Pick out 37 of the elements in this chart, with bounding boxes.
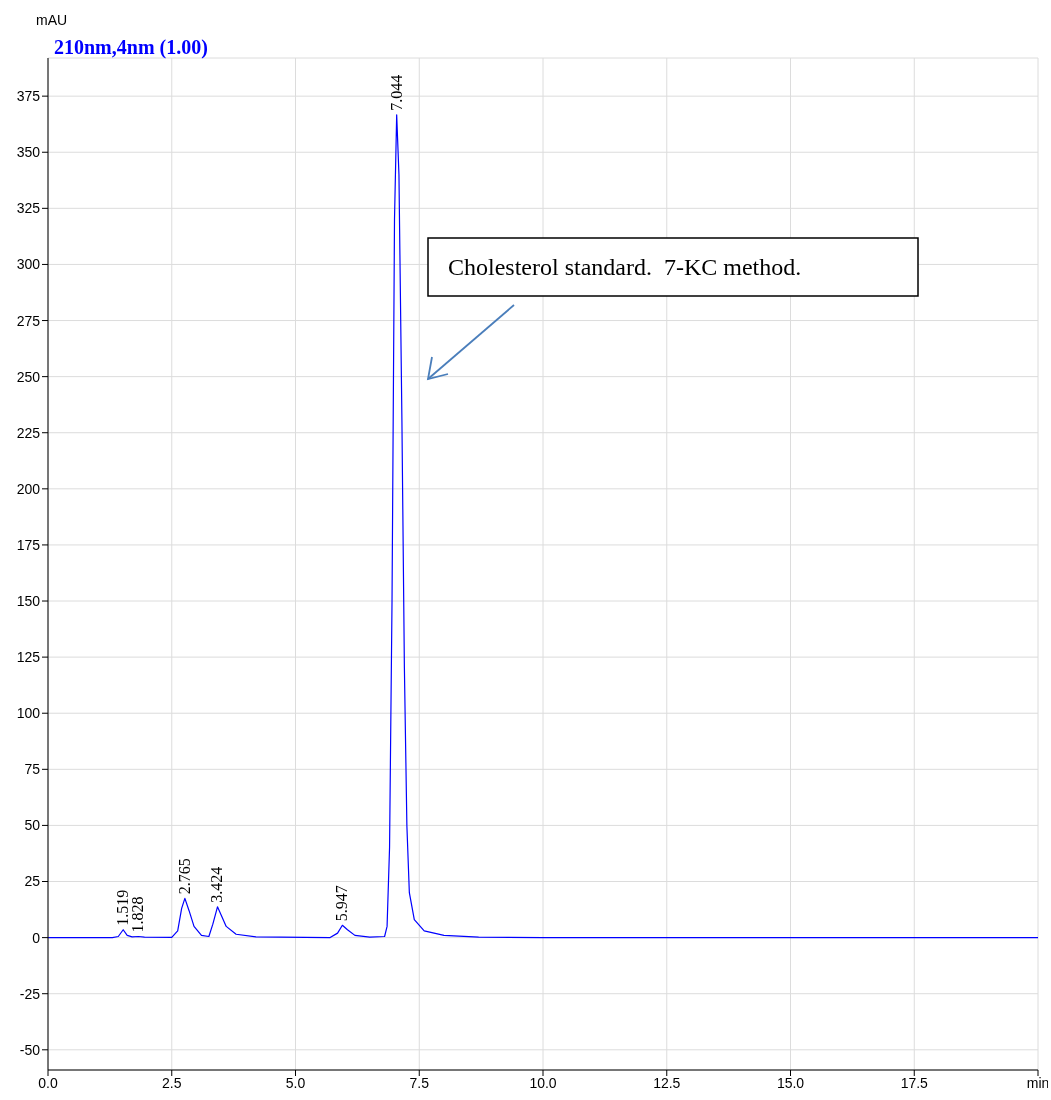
y-tick-label: 150 [16, 592, 41, 609]
annotation: 7.044 [387, 74, 405, 111]
y-tick-label: 75 [24, 761, 41, 778]
y-tick-label: -50 [19, 1041, 41, 1058]
x-tick-label: 15.0 [776, 1074, 805, 1091]
y-tick-label: 300 [16, 256, 41, 273]
x-tick-label: 7.5 [409, 1074, 430, 1091]
y-tick-label: 125 [16, 649, 41, 666]
y-tick-label: 375 [16, 88, 41, 105]
y-tick-label: 275 [16, 312, 41, 329]
x-tick-label: min [1026, 1074, 1050, 1091]
text: 210nm,4nm (1.00) [54, 36, 208, 58]
x-tick-label: 2.5 [162, 1074, 182, 1091]
x-tick-label: 0.0 [38, 1074, 58, 1091]
y-tick-label: 175 [16, 536, 41, 553]
y-tick-label: 325 [16, 200, 41, 217]
y-tick-label: 50 [24, 817, 41, 834]
y-tick-label: 250 [16, 368, 41, 385]
y-tick-label: 225 [16, 424, 41, 441]
y-tick-label: 200 [16, 480, 41, 497]
annotation: Cholesterol standard. 7-KC method. [448, 254, 802, 280]
line-series [48, 114, 1038, 939]
annotation: 3.424 [208, 866, 226, 903]
annotation: 1.519 [114, 889, 132, 926]
annotation: 5.947 [333, 885, 351, 922]
y-tick-label: 25 [24, 873, 41, 890]
y-tick-label: 100 [16, 705, 41, 722]
y-tick-label: 350 [16, 144, 41, 161]
x-tick-label: 17.5 [900, 1074, 929, 1091]
x-tick-label: 10.0 [529, 1074, 557, 1091]
annotation: 2.765 [175, 858, 193, 895]
x-tick-label: 5.0 [285, 1074, 306, 1091]
y-tick-label: 0 [32, 929, 41, 946]
y-axis-title: mAU [36, 12, 68, 28]
y-tick-label: -25 [19, 985, 41, 1002]
annotation: 1.828 [129, 896, 147, 933]
x-tick-label: 12.5 [653, 1074, 681, 1091]
